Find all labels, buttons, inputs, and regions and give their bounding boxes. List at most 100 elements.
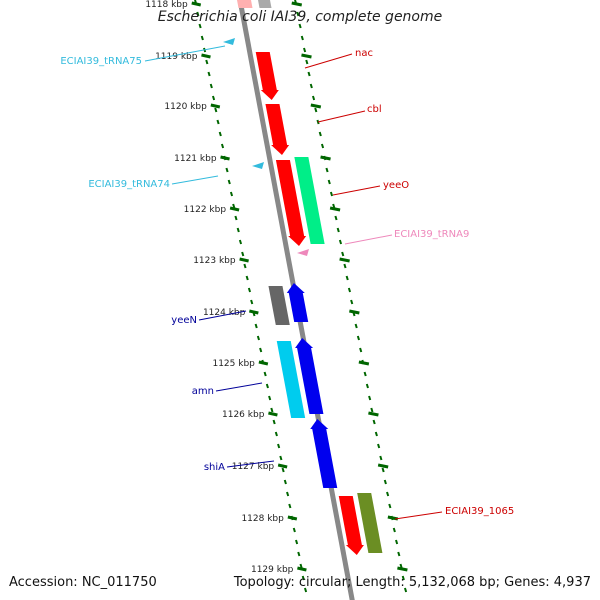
inner-scale-dot xyxy=(245,275,249,281)
inner-scale-dot xyxy=(196,11,200,17)
inner-scale-dot xyxy=(263,371,267,377)
kbp-tick xyxy=(297,566,307,572)
feature-leader-line xyxy=(304,53,353,69)
length-prefix: ; Length: xyxy=(346,575,409,590)
trna-marker xyxy=(297,249,309,256)
inner-scale-dot xyxy=(301,575,305,581)
kbp-tick-label: 1119 kbp xyxy=(155,52,198,62)
gene-blue xyxy=(295,338,324,414)
genes-value: 4,937 xyxy=(553,575,591,590)
feature-leader-line xyxy=(344,234,393,245)
gene-olive xyxy=(357,493,383,553)
outer-kbp-tick xyxy=(291,1,303,7)
outer-scale-dot xyxy=(309,83,313,89)
inner-scale-dot xyxy=(214,107,218,113)
kbp-tick xyxy=(239,257,249,263)
outer-kbp-tick xyxy=(310,103,322,109)
outer-scale-dot xyxy=(334,215,338,221)
kbp-tick xyxy=(210,103,221,109)
inner-scale-dot xyxy=(238,239,243,245)
outer-scale-dot xyxy=(365,383,369,389)
accession-label: Accession: NC_011750 xyxy=(9,575,157,590)
kbp-tick xyxy=(191,1,202,7)
outer-scale-dot xyxy=(341,251,345,257)
inner-scale-dot xyxy=(265,383,269,389)
feature-label-ECIAI39_tRNA74: ECIAI39_tRNA74 xyxy=(88,179,170,190)
feature-leader-line xyxy=(317,110,366,123)
gene-shiA xyxy=(310,419,338,488)
inner-scale-dot xyxy=(227,179,231,185)
outer-scale-dot xyxy=(354,323,358,329)
trna-marker xyxy=(252,162,264,169)
feature-leader-line xyxy=(332,185,381,196)
inner-scale-dot xyxy=(268,395,272,401)
kbp-tick-label: 1129 kbp xyxy=(251,565,294,575)
kbp-tick xyxy=(268,411,278,417)
feature-leader-line xyxy=(171,175,219,185)
inner-scale-dot xyxy=(218,131,222,137)
feature-leader-line xyxy=(144,45,226,62)
kbp-tick-label: 1124 kbp xyxy=(203,308,246,318)
feature-label-cbl: cbl xyxy=(367,104,382,115)
feature-leader-line xyxy=(215,382,263,392)
outer-scale-dot xyxy=(397,551,401,557)
feature-label-ECIAI39_tRNA9: ECIAI39_tRNA9 xyxy=(394,229,469,240)
outer-kbp-tick xyxy=(349,309,360,315)
gene-forward-green xyxy=(294,157,325,244)
map-title: Escherichia coli IAI39, complete genome xyxy=(157,9,443,25)
feature-leader-line xyxy=(226,460,275,468)
gene-amn xyxy=(276,341,306,418)
outer-scale-dot xyxy=(372,419,376,425)
outer-scale-dot xyxy=(305,59,309,65)
kbp-tick xyxy=(229,206,240,212)
outer-scale-dot xyxy=(307,71,311,77)
feature-label-yeeN: yeeN xyxy=(171,315,197,326)
outer-kbp-tick xyxy=(339,257,350,263)
inner-scale-dot xyxy=(232,203,236,209)
outer-kbp-tick xyxy=(301,53,312,59)
inner-scale-dot xyxy=(283,479,287,485)
outer-scale-dot xyxy=(338,239,343,245)
feature-leader-line xyxy=(198,310,247,321)
inner-scale-dot xyxy=(297,551,301,557)
outer-scale-dot xyxy=(368,395,372,401)
outer-scale-dot xyxy=(320,143,325,149)
kbp-tick xyxy=(249,309,259,315)
inner-scale-dot xyxy=(272,419,276,425)
inner-scale-dot xyxy=(234,215,238,221)
outer-scale-dot xyxy=(386,491,390,497)
outer-scale-dot xyxy=(336,227,340,233)
feature-label-shiA: shiA xyxy=(204,462,225,473)
inner-scale-dot xyxy=(277,443,281,449)
genes-prefix: ; Genes: xyxy=(495,575,554,590)
feature-label-yeeO: yeeO xyxy=(383,180,409,191)
kbp-tick-label: 1123 kbp xyxy=(193,256,236,266)
inner-scale-dot xyxy=(211,95,216,101)
inner-scale-dot xyxy=(299,563,303,569)
kbp-tick xyxy=(258,360,269,366)
outer-scale-dot xyxy=(377,443,381,449)
outer-scale-dot xyxy=(298,23,302,29)
inner-scale-dot xyxy=(295,539,299,545)
kbp-tick-label: 1121 kbp xyxy=(174,154,217,164)
feature-label-ECIAI39_1065: ECIAI39_1065 xyxy=(445,506,514,517)
inner-scale-dot xyxy=(303,587,308,593)
inner-scale-dot xyxy=(292,527,296,533)
outer-scale-dot xyxy=(370,407,374,413)
inner-scale-dot xyxy=(198,23,202,29)
inner-scale-dot xyxy=(229,191,234,197)
outer-scale-dot xyxy=(347,287,352,293)
outer-scale-dot xyxy=(303,47,307,53)
outer-scale-dot xyxy=(311,95,316,101)
outer-scale-dot xyxy=(350,299,354,305)
inner-scale-dot xyxy=(243,263,247,269)
inner-scale-dot xyxy=(220,143,225,149)
inner-scale-dot xyxy=(200,35,204,41)
gene-ECIAI39_1065 xyxy=(338,496,364,555)
feature-label-amn: amn xyxy=(192,386,214,397)
gene-yeeO xyxy=(275,160,307,246)
kbp-tick-label: 1122 kbp xyxy=(184,205,227,215)
kbp-tick xyxy=(220,155,230,161)
outer-scale-dot xyxy=(318,131,322,137)
